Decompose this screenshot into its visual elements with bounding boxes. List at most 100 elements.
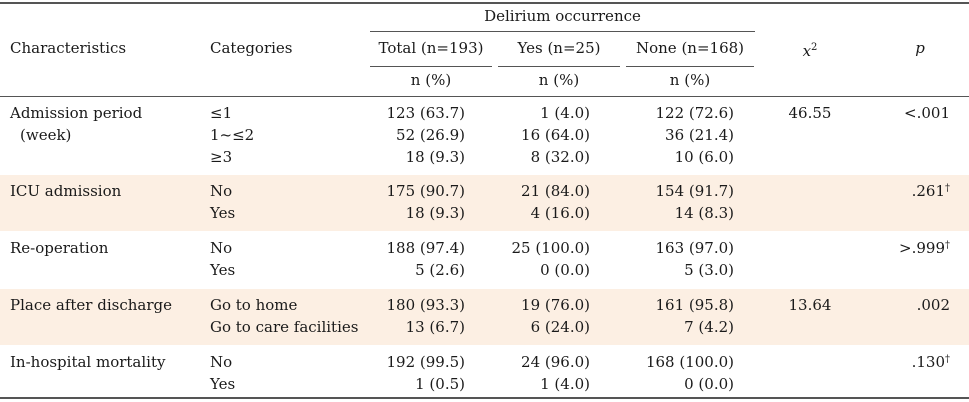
none-cell-line: 168 (100.0) — [645, 353, 734, 371]
yes-unit: n (%) — [538, 71, 580, 89]
total-cell-line: 5 (2.6) — [415, 261, 465, 279]
total-cell-line: 1 (0.5) — [415, 375, 465, 393]
yes-cell: 24 (96.0) 1 (4.0) — [498, 351, 590, 395]
category-cell-line: 1~≤2 — [210, 126, 255, 144]
characteristic-label-line: In-hospital mortality — [10, 353, 166, 371]
category-cell-line: Go to care facilities — [210, 318, 359, 336]
total-cell-line: 18 (9.3) — [405, 148, 465, 166]
yes-cell: 25 (100.0) 0 (0.0) — [498, 237, 590, 281]
p-value-cell: .261† — [860, 180, 950, 202]
yes-cell-line: 1 (4.0) — [540, 375, 590, 393]
yes-cell-line: 4 (16.0) — [530, 204, 590, 222]
p-value-cell: .002 — [860, 294, 950, 316]
none-cell-line: 10 (6.0) — [674, 148, 734, 166]
header-bottom-rule — [0, 96, 969, 97]
category-cell-line: Yes — [210, 375, 236, 393]
total-cell-line: 123 (63.7) — [386, 104, 465, 122]
none-cell-line: 36 (21.4) — [665, 126, 734, 144]
none-cell-line: 161 (95.8) — [655, 296, 734, 314]
chi-square-cell: 46.55 — [770, 102, 850, 124]
group-header-rule — [370, 31, 755, 32]
yes-cell-line: 8 (32.0) — [530, 148, 590, 166]
chi-symbol: x — [802, 42, 812, 60]
yes-underline — [498, 66, 620, 67]
col-header-categories: Categories — [210, 39, 293, 57]
characteristic-label-line: Admission period — [10, 104, 143, 122]
table-bottom-rule — [0, 397, 969, 399]
characteristic-label: Re-operation — [10, 237, 108, 259]
total-cell: 123 (63.7) 52 (26.9) 18 (9.3) — [370, 102, 465, 168]
chi-square-value — [770, 237, 850, 259]
category-cell-line: Yes — [210, 261, 236, 279]
total-cell-line: 13 (6.7) — [405, 318, 465, 336]
total-cell-line: 52 (26.9) — [396, 126, 465, 144]
yes-cell-line: 25 (100.0) — [511, 239, 590, 257]
p-value-cell: >.999† — [860, 237, 950, 259]
total-unit: n (%) — [410, 71, 452, 89]
category-cell-line: ≤1 — [210, 104, 233, 122]
total-cell-line: 175 (90.7) — [386, 182, 465, 200]
col-header-characteristics: Characteristics — [10, 39, 127, 57]
category-cell-line: No — [210, 353, 233, 371]
none-cell-line: 122 (72.6) — [655, 104, 734, 122]
yes-cell-line: 0 (0.0) — [540, 261, 590, 279]
category-cell: Go to home Go to care facilities — [210, 294, 358, 338]
none-cell: 163 (97.0) 5 (3.0) — [626, 237, 734, 281]
col-header-chi-square: x2 — [770, 38, 850, 61]
p-value: .261 — [911, 182, 945, 200]
category-cell-line: Go to home — [210, 296, 298, 314]
chi-square-value: 13.64 — [788, 296, 832, 314]
characteristic-label: Admission period (week) — [10, 102, 142, 146]
total-cell: 180 (93.3) 13 (6.7) — [370, 294, 465, 338]
category-cell-line: ≥3 — [210, 148, 233, 166]
none-underline — [626, 66, 754, 67]
p-value: >.999 — [899, 239, 945, 257]
col-header-none: None (n=168) — [635, 39, 745, 57]
total-underline — [370, 66, 492, 67]
none-cell: 168 (100.0) 0 (0.0) — [626, 351, 734, 395]
p-value: .002 — [916, 296, 950, 314]
dagger-mark: † — [945, 240, 950, 251]
chi-square-value — [770, 351, 850, 373]
none-cell: 161 (95.8) 7 (4.2) — [626, 294, 734, 338]
yes-cell: 21 (84.0) 4 (16.0) — [498, 180, 590, 224]
total-cell: 188 (97.4) 5 (2.6) — [370, 237, 465, 281]
dagger-mark: † — [945, 354, 950, 365]
total-cell-line: 188 (97.4) — [386, 239, 465, 257]
yes-cell: 1 (4.0) 16 (64.0) 8 (32.0) — [498, 102, 590, 168]
p-value-cell: .130† — [860, 351, 950, 373]
none-unit: n (%) — [669, 71, 711, 89]
chi-square-value: 46.55 — [788, 104, 832, 122]
chi-square-cell — [770, 237, 850, 259]
category-cell: No Yes — [210, 351, 235, 395]
p-value-cell: <.001 — [860, 102, 950, 124]
none-cell-line: 7 (4.2) — [684, 318, 734, 336]
none-cell-line: 0 (0.0) — [684, 375, 734, 393]
total-cell: 175 (90.7) 18 (9.3) — [370, 180, 465, 224]
category-cell-line: No — [210, 239, 233, 257]
characteristic-label-line: Place after discharge — [10, 296, 172, 314]
characteristic-label: ICU admission — [10, 180, 121, 202]
dagger-mark: † — [945, 183, 950, 194]
yes-cell-line: 19 (76.0) — [521, 296, 590, 314]
yes-cell-line: 16 (64.0) — [521, 126, 590, 144]
category-cell: ≤1 1~≤2 ≥3 — [210, 102, 254, 168]
row-band-icu — [0, 175, 969, 231]
category-cell-line: No — [210, 182, 233, 200]
group-header: Delirium occurrence — [484, 7, 641, 25]
row-band-discharge — [0, 289, 969, 345]
characteristic-label: In-hospital mortality — [10, 351, 165, 373]
yes-cell-line: 1 (4.0) — [540, 104, 590, 122]
none-cell: 122 (72.6) 36 (21.4) 10 (6.0) — [626, 102, 734, 168]
chi-square-value — [770, 180, 850, 202]
chi-square-cell — [770, 180, 850, 202]
yes-cell-line: 21 (84.0) — [521, 182, 590, 200]
category-cell: No Yes — [210, 180, 235, 224]
category-cell: No Yes — [210, 237, 235, 281]
col-header-total: Total (n=193) — [378, 39, 484, 57]
total-cell-line: 18 (9.3) — [405, 204, 465, 222]
chi-square-cell — [770, 351, 850, 373]
total-cell-line: 180 (93.3) — [386, 296, 465, 314]
none-cell: 154 (91.7) 14 (8.3) — [626, 180, 734, 224]
yes-cell: 19 (76.0) 6 (24.0) — [498, 294, 590, 338]
